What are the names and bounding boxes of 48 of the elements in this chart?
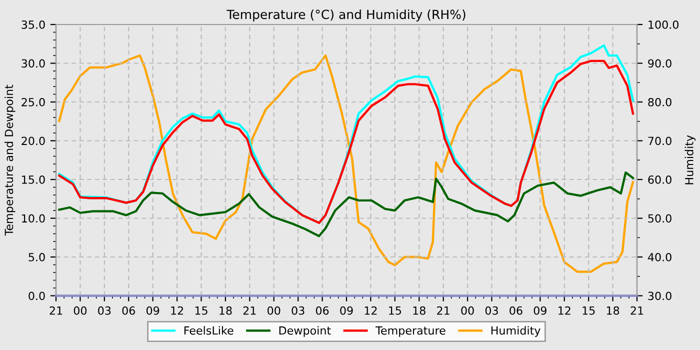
y2-tick-label: 30.0	[648, 292, 672, 300]
x-tick-label: 09	[534, 306, 546, 315]
legend-label: Dewpoint	[279, 326, 331, 337]
y-tick-label: 35.0	[22, 20, 45, 29]
x-tick-label: 00	[74, 306, 87, 315]
y-tick-label: 15.0	[22, 175, 45, 184]
y-tick-label: 5.0	[28, 252, 45, 262]
x-tick-label: 00	[268, 306, 280, 315]
x-tick-label: 15	[389, 306, 402, 315]
y2-tick-label: 40.0	[648, 252, 672, 262]
y-tick-label: 10.0	[22, 214, 45, 223]
y-tick-label: 25.0	[22, 98, 45, 106]
y2-axis-title: Humidity	[684, 135, 696, 184]
x-tick-label: 18	[606, 306, 620, 315]
x-tick-label: 21	[50, 306, 62, 315]
x-tick-label: 06	[316, 306, 329, 315]
chart-title: Temperature (°C) and Humidity (RH%)	[226, 9, 466, 22]
legend-label: Temperature	[376, 326, 446, 337]
x-tick-label: 00	[461, 306, 474, 315]
x-tick-label: 12	[171, 306, 183, 315]
x-tick-label: 21	[243, 306, 256, 315]
x-tick-label: 06	[122, 306, 135, 315]
y2-tick-label: 100.0	[648, 20, 678, 29]
y-tick-label: 30.0	[22, 59, 45, 68]
legend-label: Humidity	[491, 326, 540, 337]
x-tick-label: 15	[195, 306, 208, 315]
x-tick-label: 21	[630, 306, 644, 315]
x-tick-label: 09	[146, 306, 160, 315]
legend-label: FeelsLike	[184, 326, 234, 335]
x-tick-label: 03	[485, 306, 498, 315]
x-tick-label: 03	[292, 306, 304, 315]
x-tick-label: 18	[220, 306, 232, 315]
y-axis-title: Temperature and Dewpoint	[4, 84, 16, 236]
y-tick-label: 0.0	[28, 292, 45, 300]
y2-tick-label: 70.0	[648, 136, 672, 146]
x-tick-label: 21	[437, 306, 450, 315]
x-tick-label: 03	[98, 306, 111, 315]
y2-tick-label: 80.0	[648, 98, 672, 106]
x-tick-label: 12	[558, 306, 570, 315]
x-tick-label: 09	[340, 306, 353, 315]
x-tick-label: 12	[364, 306, 377, 315]
x-tick-label: 18	[413, 306, 426, 315]
y2-tick-label: 50.0	[648, 214, 672, 223]
y2-tick-label: 60.0	[648, 175, 672, 184]
x-tick-label: 06	[510, 306, 522, 315]
y-tick-label: 20.0	[22, 136, 45, 146]
x-tick-label: 15	[582, 306, 595, 315]
y2-tick-label: 90.0	[648, 59, 672, 68]
